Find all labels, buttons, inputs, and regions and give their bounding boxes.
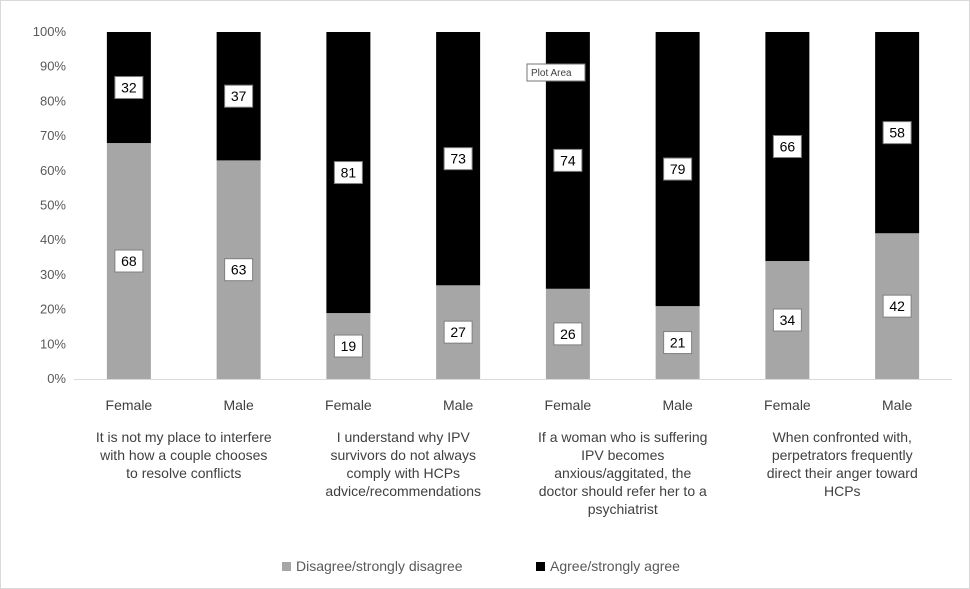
- x-category-label: Female: [325, 397, 372, 413]
- x-group-label-line: direct their anger toward: [767, 465, 918, 481]
- x-group-label: When confronted with, perpetrators freque…: [767, 429, 918, 499]
- x-group-label-line: comply with HCPs: [346, 465, 460, 481]
- data-label: 58: [889, 125, 905, 141]
- data-label: 66: [780, 139, 796, 155]
- data-label-box: [224, 84, 254, 108]
- data-label-box: [772, 135, 802, 159]
- plot-area-tooltip-text: Plot Area: [531, 68, 572, 79]
- y-tick-label: 80%: [40, 93, 66, 108]
- plot-area-tooltip: [526, 63, 586, 82]
- x-group-label-line: When confronted with,: [773, 429, 912, 445]
- data-label: 21: [670, 335, 686, 351]
- x-group-label-line: anxious/aggitated, the: [554, 465, 691, 481]
- data-label-box: [663, 331, 693, 355]
- x-group-label-line: IPV becomes: [581, 447, 664, 463]
- data-label: 81: [341, 165, 357, 181]
- x-group-label: If a woman who is suffering IPV becomes an…: [538, 429, 707, 517]
- data-label-box: [553, 148, 583, 172]
- data-label-box: [114, 249, 144, 273]
- data-label: 73: [450, 151, 466, 167]
- data-label: 37: [231, 88, 247, 104]
- data-label: 63: [231, 262, 247, 278]
- data-label-box: [333, 161, 363, 185]
- data-label-box: [224, 258, 254, 282]
- legend-swatch-disagree: [282, 562, 291, 571]
- data-label: 42: [889, 298, 905, 314]
- y-tick-label: 0%: [47, 371, 66, 386]
- data-label: 32: [121, 80, 137, 96]
- y-tick-label: 50%: [40, 198, 66, 213]
- data-label-box: [443, 320, 473, 344]
- x-category-label: Male: [443, 397, 474, 413]
- data-label: 19: [341, 338, 357, 354]
- y-tick-label: 90%: [40, 59, 66, 74]
- y-tick-label: 20%: [40, 302, 66, 317]
- x-group-label-line: HCPs: [824, 483, 861, 499]
- x-group-label-line: to resolve conflicts: [126, 465, 241, 481]
- x-group-label-line: If a woman who is suffering: [538, 429, 707, 445]
- legend-label: Agree/strongly agree: [550, 558, 680, 574]
- y-tick-label: 100%: [33, 24, 67, 39]
- x-group-label: I understand why IPV survivors do not alw…: [325, 429, 481, 499]
- x-group-label-line: perpetrators frequently: [772, 447, 913, 463]
- x-group-label-line: with how a couple chooses: [99, 447, 267, 463]
- data-label: 68: [121, 253, 137, 269]
- x-group-label-line: doctor should refer her to a: [539, 483, 707, 499]
- y-tick-label: 70%: [40, 128, 66, 143]
- data-label: 74: [560, 152, 576, 168]
- data-label-box: [663, 157, 693, 181]
- y-tick-label: 30%: [40, 267, 66, 282]
- x-category-label: Female: [764, 397, 811, 413]
- data-label-box: [772, 308, 802, 332]
- x-category-label: Male: [662, 397, 693, 413]
- x-category-label: Female: [106, 397, 153, 413]
- x-group-label: It is not my place to interfere with how …: [96, 429, 272, 481]
- data-label: 34: [780, 312, 796, 328]
- data-label-box: [443, 147, 473, 171]
- data-label: 26: [560, 326, 576, 342]
- y-tick-label: 40%: [40, 232, 66, 247]
- y-tick-label: 60%: [40, 163, 66, 178]
- x-group-label-line: It is not my place to interfere: [96, 429, 272, 445]
- data-label-box: [333, 334, 363, 358]
- data-label: 79: [670, 161, 686, 177]
- legend-swatch-agree: [536, 562, 545, 571]
- x-group-label-line: survivors do not always: [330, 447, 476, 463]
- x-group-label-line: advice/recommendations: [325, 483, 481, 499]
- legend-label: Disagree/strongly disagree: [296, 558, 463, 574]
- x-category-label: Male: [882, 397, 913, 413]
- x-category-label: Female: [545, 397, 592, 413]
- data-label-box: [553, 322, 583, 346]
- x-category-label: Male: [223, 397, 254, 413]
- data-label-box: [882, 121, 912, 145]
- data-label-box: [114, 76, 144, 100]
- data-label: 27: [450, 324, 466, 340]
- data-label-box: [882, 294, 912, 318]
- y-tick-label: 10%: [40, 336, 66, 351]
- x-group-label-line: psychiatrist: [588, 501, 658, 517]
- x-group-label-line: I understand why IPV: [337, 429, 471, 445]
